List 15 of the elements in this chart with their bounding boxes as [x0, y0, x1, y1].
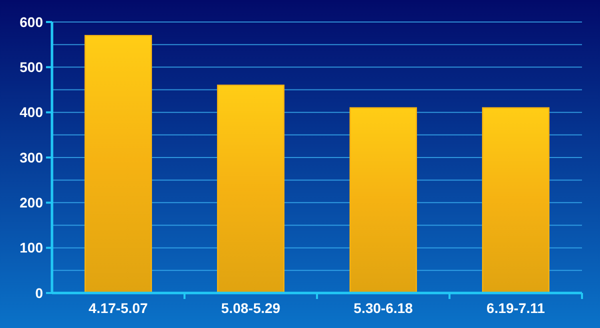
bar: [350, 107, 417, 294]
y-tick-label: 100: [20, 240, 44, 256]
x-tick-label: 5.08-5.29: [221, 300, 281, 316]
bar: [217, 84, 284, 294]
y-tick-label: 300: [20, 149, 44, 166]
bar: [84, 34, 152, 294]
y-tick-label: 600: [20, 14, 44, 30]
x-tick-label: 5.30-6.18: [354, 300, 414, 316]
x-tick-label: 4.17-5.07: [88, 300, 148, 316]
bar: [482, 107, 550, 294]
y-tick-label: 400: [20, 104, 44, 120]
y-tick-label: 200: [20, 194, 44, 211]
y-tick-label: 0: [35, 284, 44, 301]
x-tick-label: 6.19-7.11: [486, 300, 546, 316]
y-tick-label: 500: [20, 59, 44, 76]
